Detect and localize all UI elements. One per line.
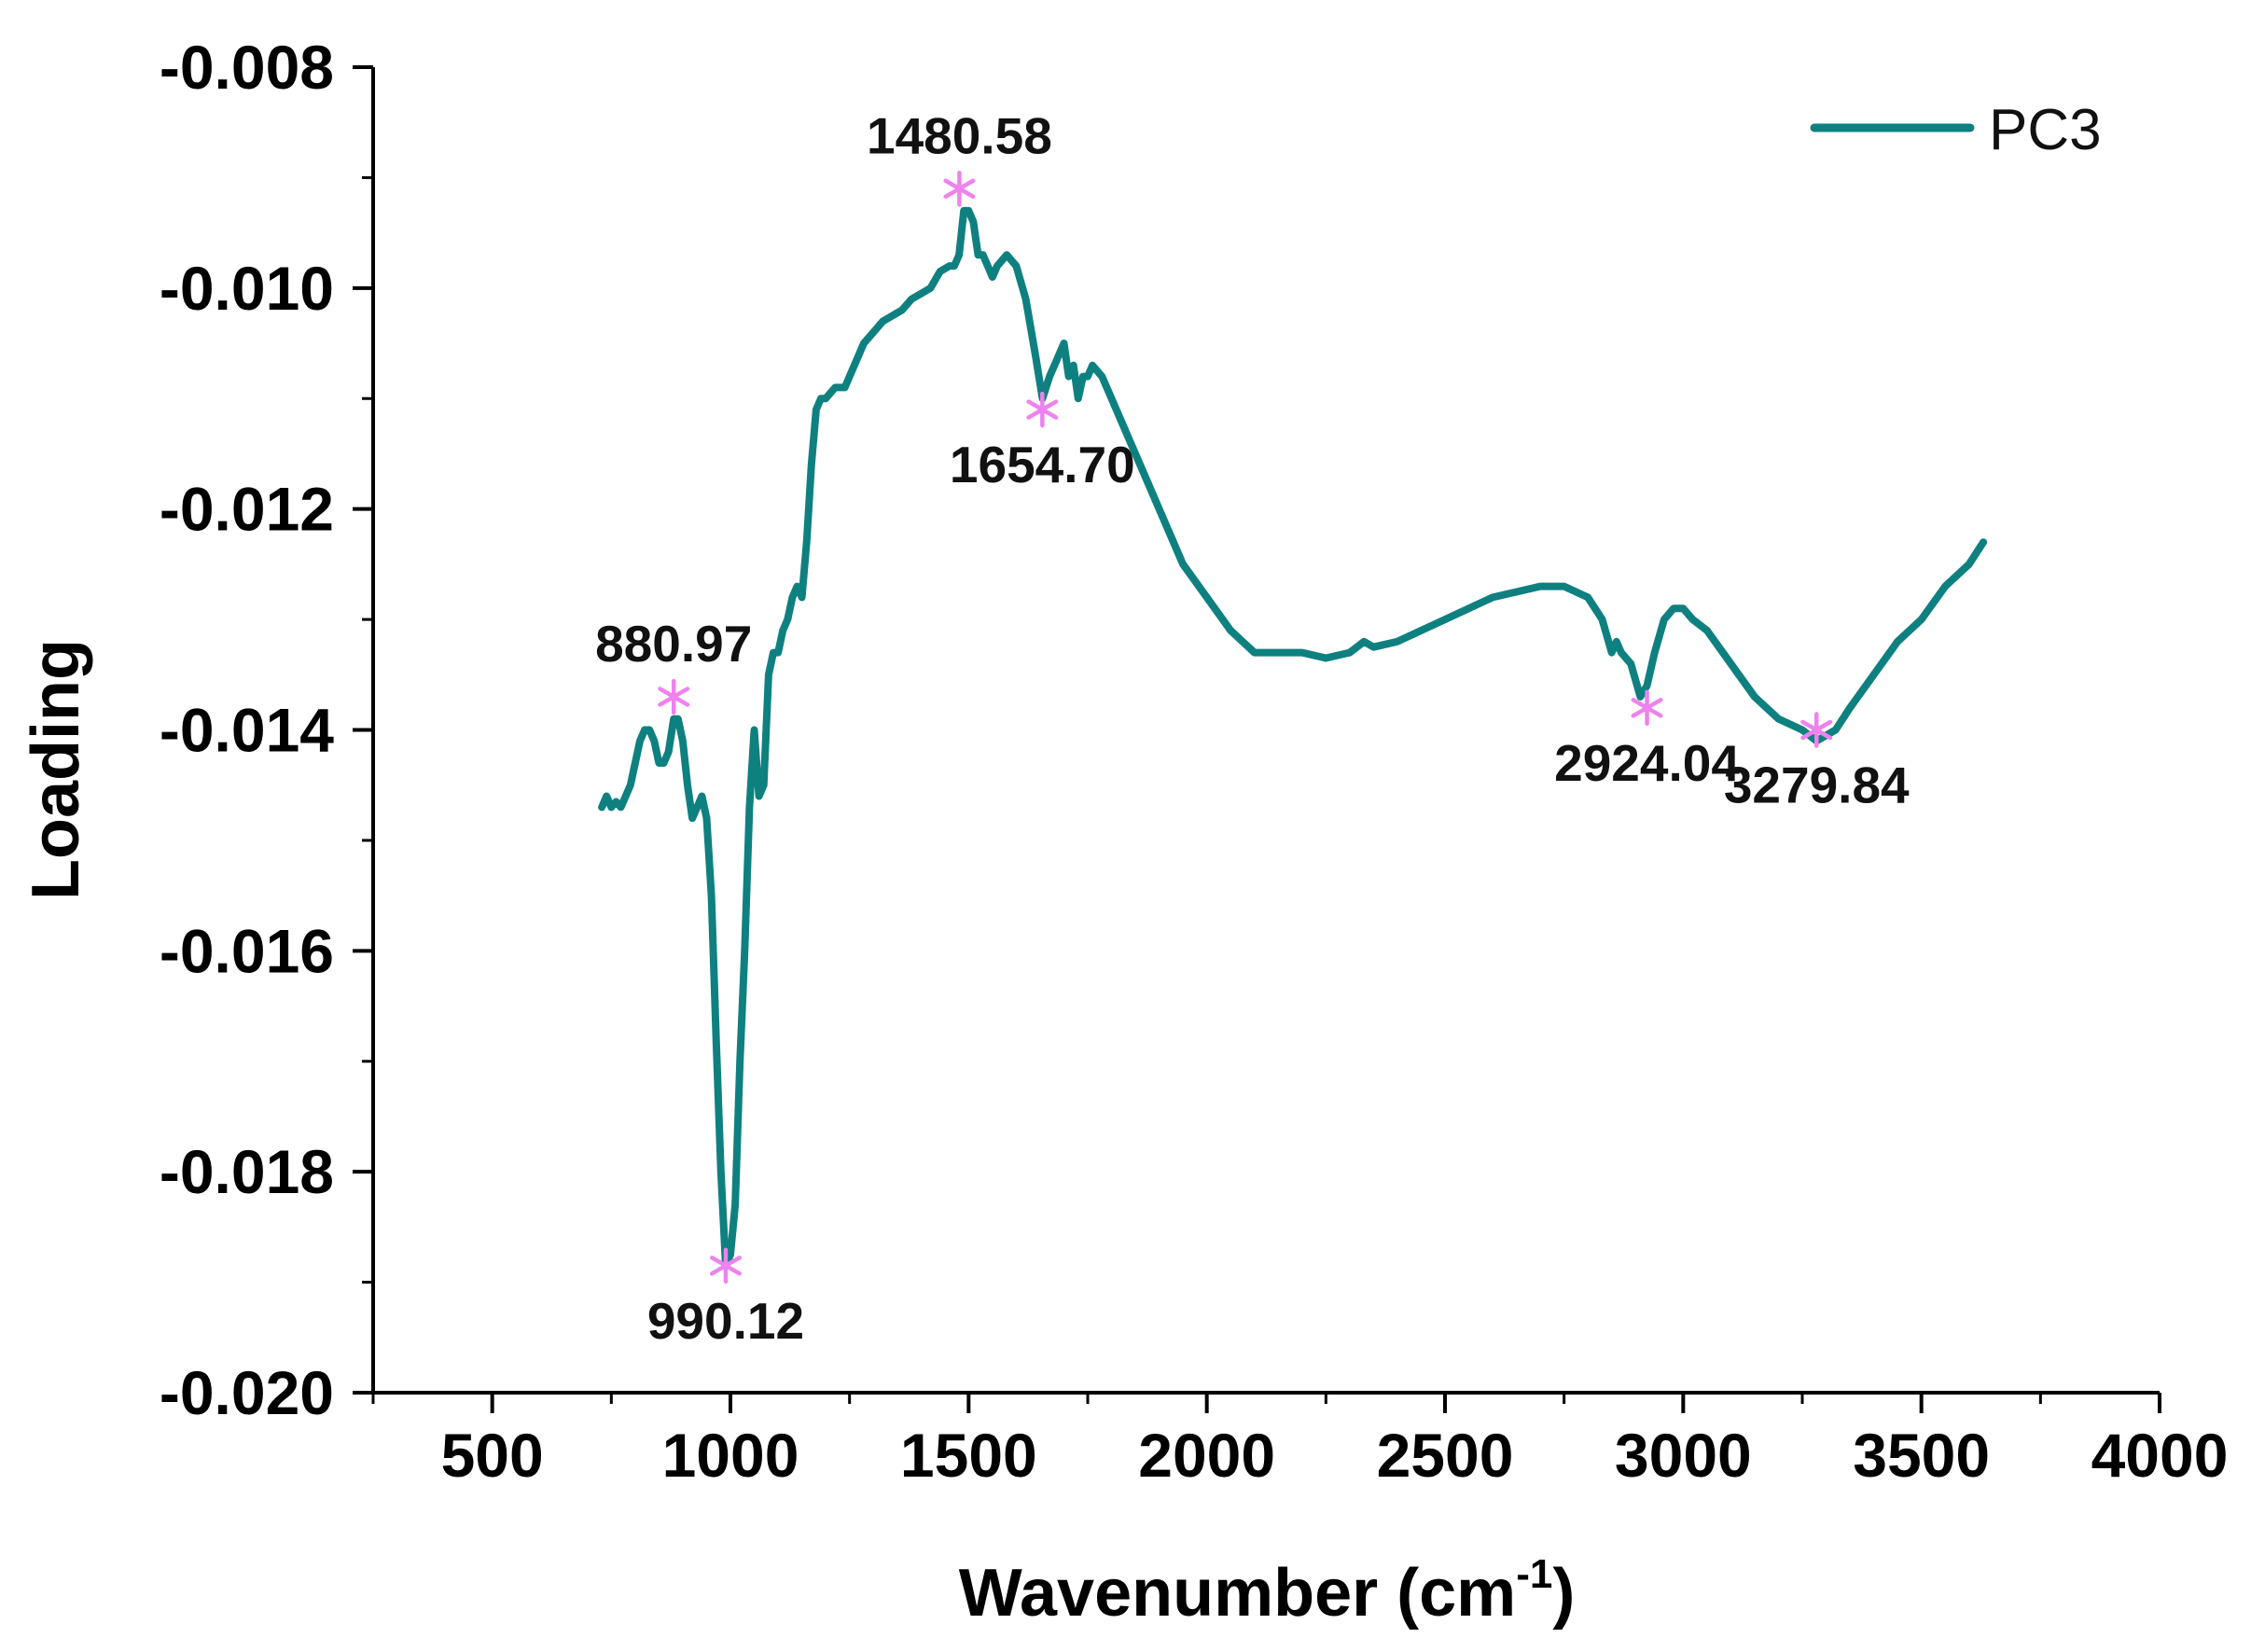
asterisk-stroke [658,687,690,707]
peak-marker [1026,391,1059,428]
peak-marker [658,678,690,715]
x-axis-title-suffix: ) [1552,1556,1575,1631]
y-tick-label: -0.008 [160,33,334,102]
x-tick-label: 3500 [1853,1421,1990,1490]
peak-marker [709,1247,742,1284]
y-axis-title: Loading [19,639,93,900]
asterisk-stroke [709,1256,742,1276]
peak-label: 990.12 [647,1292,804,1350]
x-axis-title-superscript: -1 [1516,1551,1552,1597]
series-line-pc3 [598,206,1988,1270]
peak-marker [1631,689,1663,727]
x-ticks: 500 1000 1500 2000 2500 3000 3500 4000 [371,1393,2229,1490]
y-tick-label: -0.018 [160,1137,334,1206]
peak-label: 2924.04 [1554,734,1740,792]
y-tick-label: -0.020 [160,1358,334,1427]
asterisk-stroke [1026,399,1059,420]
legend: PC3 [1810,98,2102,162]
peak-label: 880.97 [595,615,752,673]
peak-marker [943,171,976,207]
x-tick-label: 4000 [2091,1421,2229,1490]
peak-label: 1654.70 [950,436,1135,493]
x-tick-label: 500 [441,1421,544,1490]
y-tick-label: -0.012 [160,475,334,544]
asterisk-stroke [1800,719,1833,741]
x-tick-label: 1000 [662,1421,799,1490]
x-tick-label: 1500 [900,1421,1037,1490]
asterisk-stroke [943,178,976,200]
peak-label: 1480.58 [867,106,1052,164]
x-axis-title: Wavenumber (cm-1) [959,1551,1576,1631]
y-ticks: -0.008 -0.010 -0.012 -0.014 -0.016 -0.018 -0.0… [160,33,373,1427]
y-tick-label: -0.014 [160,696,334,765]
x-tick-label: 2500 [1377,1421,1514,1490]
x-axis-title-main: Wavenumber (cm [959,1556,1516,1631]
peak-label: 3279.84 [1724,757,1910,814]
x-tick-label: 3000 [1615,1421,1752,1490]
legend-label: PC3 [1989,98,2102,162]
y-tick-label: -0.010 [160,254,334,323]
x-tick-label: 2000 [1138,1421,1275,1490]
asterisk-stroke [1631,698,1663,718]
plot-area [598,206,1988,1270]
y-tick-label: -0.016 [160,916,334,985]
peak-marker [1800,712,1833,748]
